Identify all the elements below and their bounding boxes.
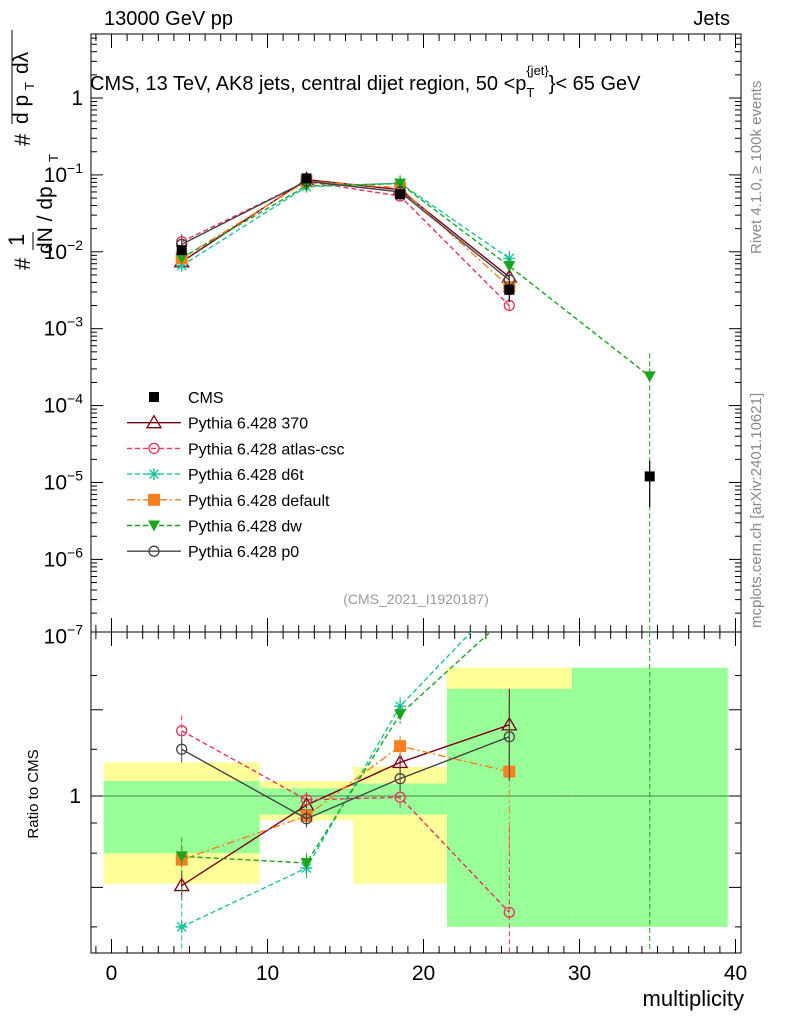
legend-label: Pythia 6.428 dw <box>188 519 302 536</box>
legend-label: Pythia 6.428 d6t <box>188 467 304 484</box>
ratio-point <box>176 725 188 737</box>
ratio-line <box>181 730 510 913</box>
series-point <box>643 371 656 383</box>
y-label-hash2: # <box>10 133 35 146</box>
ratio-point <box>175 920 188 933</box>
series-line <box>181 180 510 281</box>
x-tick-label: 0 <box>106 962 118 985</box>
ratio-point <box>175 851 188 863</box>
y-label-n: N <box>0 84 5 100</box>
ratio-point <box>503 906 515 919</box>
legend-marker <box>145 414 163 429</box>
ratio-point <box>300 857 313 869</box>
series-line <box>181 180 510 288</box>
header-observable: Jets <box>693 8 730 30</box>
ratio-series-4 <box>175 632 492 877</box>
series-layer <box>173 171 656 953</box>
ratio-uncertainty-bands <box>103 667 728 927</box>
legend-marker <box>148 545 160 557</box>
ratio-line <box>181 632 492 864</box>
x-tick-label: 40 <box>724 962 747 985</box>
ratio-line <box>181 736 510 820</box>
header-process: 13000 GeV pp <box>104 8 233 30</box>
data-layer <box>176 173 655 508</box>
plot-title: CMS, 13 TeV, AK8 jets, central dijet reg… <box>90 63 641 100</box>
y-label-d: d <box>0 110 5 122</box>
legend-marker <box>148 442 160 455</box>
series-point <box>175 259 188 272</box>
x-tick-label: 30 <box>568 962 591 985</box>
y-tick-label: 10−7 <box>44 621 84 648</box>
ratio-series-5 <box>176 699 515 828</box>
x-tick-label: 10 <box>256 962 279 985</box>
series-pythia-6-428-default <box>175 173 516 295</box>
ratio-axis-label: Ratio to CMS <box>25 749 42 838</box>
y-label-hash1: # <box>10 257 35 270</box>
series-line <box>181 182 651 377</box>
legend: CMS Pythia 6.428 370 Pythia 6.428 atlas-cs… <box>127 390 345 561</box>
cms-data-point <box>301 173 312 184</box>
ratio-point <box>394 709 407 721</box>
axis-labels: CMS, 13 TeV, AK8 jets, central dijet reg… <box>0 30 744 1011</box>
analysis-watermark: (CMS_2021_I1920187) <box>343 591 489 607</box>
y-tick-label: 10−3 <box>44 314 84 341</box>
ratio-line <box>181 632 473 928</box>
cms-data-point <box>176 245 187 256</box>
ratio-point <box>394 791 406 803</box>
legend-marker <box>148 520 160 532</box>
legend-label: CMS <box>188 390 224 407</box>
ratio-line <box>181 724 510 887</box>
y-label-dp: d p <box>10 95 33 124</box>
y-tick-label: 10−6 <box>44 544 84 571</box>
ratio-tick-label: 1 <box>69 785 81 808</box>
legend-label: Pythia 6.428 p0 <box>188 544 299 561</box>
y-tick-label: 10−5 <box>44 468 84 495</box>
ratio-point <box>300 794 313 806</box>
main-plot-frame <box>90 33 742 633</box>
legend-label: Pythia 6.428 atlas-csc <box>188 441 345 458</box>
y-label-dlambda: dλ <box>10 51 33 74</box>
ratio-point <box>176 743 188 755</box>
ratio-point <box>394 740 407 753</box>
legend-label: Pythia 6.428 370 <box>188 416 308 433</box>
series-line <box>181 182 510 267</box>
axis-ticks: 1 10−1 10−2 10−3 10−4 10−5 10−6 10−7 0 10 20 30 40 1 <box>44 34 747 985</box>
y-tick-label: 1 <box>71 87 83 110</box>
rivet-version: Rivet 4.1.0, ≥ 100k events <box>748 80 765 254</box>
series-pythia-6-428-d6t <box>175 175 516 274</box>
legend-label: Pythia 6.428 default <box>188 493 330 510</box>
series-point <box>175 253 188 265</box>
ratio-plot-frame <box>90 631 742 954</box>
cms-data-point <box>504 284 515 295</box>
legend-marker <box>148 493 160 506</box>
y-tick-label: 10−2 <box>44 237 84 264</box>
cms-data-point <box>644 471 655 482</box>
y-label-one: 1 <box>4 234 29 246</box>
y-label-t1: T <box>46 154 61 162</box>
ratio-point <box>394 773 406 785</box>
ratio-point <box>300 813 313 825</box>
x-tick-label: 20 <box>412 962 435 985</box>
legend-marker <box>149 392 159 402</box>
series-line <box>181 180 510 307</box>
ratio-line <box>181 745 510 861</box>
x-axis-label: multiplicity <box>643 986 744 1011</box>
cms-data-point <box>395 189 406 200</box>
y-tick-label: 10−4 <box>44 391 84 418</box>
series-point <box>503 261 516 273</box>
y-tick-label: 10−1 <box>44 160 84 187</box>
y-label-t2: T <box>22 82 37 90</box>
mcplots-credit: mcplots.cern.ch [arXiv:2401.10621] <box>748 392 765 628</box>
ratio-point <box>503 731 515 743</box>
plot-frames <box>90 33 742 954</box>
legend-marker <box>148 468 160 481</box>
y-label-dn: dN / dp <box>34 186 57 254</box>
